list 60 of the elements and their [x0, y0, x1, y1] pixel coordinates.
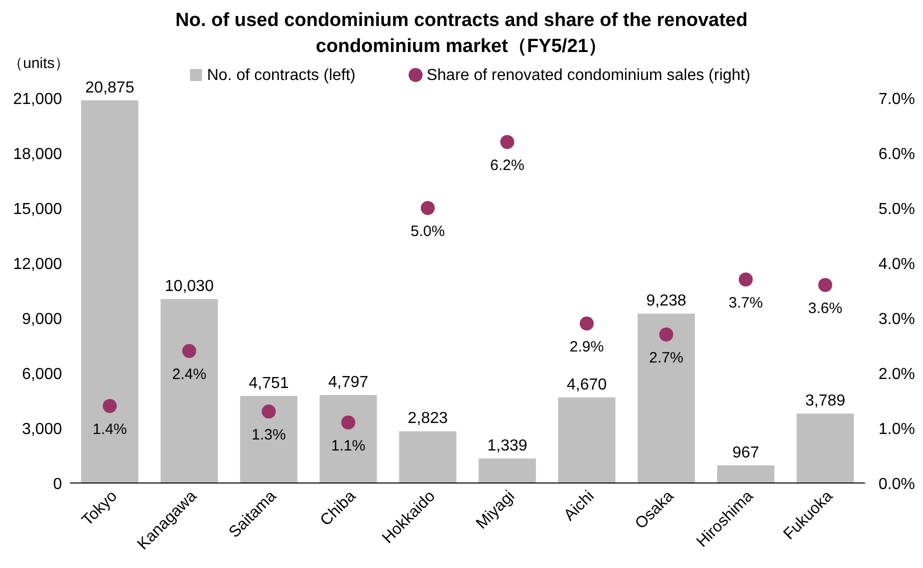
data-label: 5.0%: [410, 223, 445, 240]
y-tick-label: 12,000: [13, 256, 62, 273]
data-label: 3.6%: [808, 300, 842, 317]
y2-tick-label: 4.0%: [878, 256, 915, 273]
data-label: 1.3%: [252, 426, 286, 444]
y2-tick-label: 3.0%: [878, 311, 915, 328]
bar: [399, 431, 456, 483]
bar: [81, 100, 138, 483]
y-tick-label: 18,000: [13, 146, 62, 163]
chart-title: No. of used condominium contracts and share of the renovated condominium market（FY5/21）: [175, 10, 748, 57]
point: [659, 328, 674, 342]
legend-label: No. of contracts (left): [207, 67, 356, 84]
point: [102, 399, 117, 413]
y2-tick-label: 0.0%: [878, 476, 915, 493]
data-label: 4,751: [248, 374, 289, 392]
bar: [558, 397, 616, 483]
y-tick-label: 21,000: [13, 91, 62, 108]
point: [580, 316, 594, 330]
y-tick-label: 6,000: [22, 366, 62, 383]
data-label: 967: [732, 444, 760, 462]
point: [420, 201, 435, 215]
data-label: 1.4%: [92, 421, 127, 438]
point: [262, 404, 276, 418]
y-tick-label: 0: [53, 476, 62, 493]
data-label: 1,339: [487, 437, 528, 454]
bar: [638, 314, 695, 483]
bar: [160, 299, 218, 483]
data-label: 2.4%: [172, 366, 206, 383]
y2-tick-label: 6.0%: [878, 146, 915, 163]
data-label: 3.7%: [728, 294, 763, 312]
bar: [240, 396, 298, 483]
y-tick-label: 15,000: [13, 201, 62, 218]
point: [738, 272, 753, 286]
data-label: 20,875: [85, 79, 134, 96]
data-label: 4,797: [328, 374, 368, 392]
point: [182, 344, 196, 358]
y2-tick-label: 1.0%: [878, 421, 915, 438]
bar: [320, 395, 377, 483]
y-axis-title: （units）: [8, 55, 70, 72]
data-label: 6.2%: [490, 157, 524, 174]
data-label: 2.9%: [570, 338, 604, 356]
y2-tick-label: 7.0%: [878, 91, 915, 108]
point: [818, 278, 832, 292]
legend-label: Share of renovated condominium sales (right): [426, 67, 750, 84]
data-label: 2,823: [408, 410, 448, 428]
data-label: 2.7%: [649, 350, 684, 366]
y-tick-label: 3,000: [22, 421, 62, 438]
y-tick-label: 9,000: [22, 311, 62, 328]
bar: [796, 414, 854, 483]
data-label: 3,789: [805, 392, 846, 410]
point: [341, 416, 356, 430]
data-label: 10,030: [164, 278, 214, 296]
data-label: 9,238: [646, 292, 686, 310]
point: [500, 135, 514, 149]
y2-tick-label: 2.0%: [878, 366, 915, 383]
data-label: 4,670: [566, 376, 607, 394]
data-label: 1.1%: [331, 438, 366, 454]
bar: [717, 465, 774, 483]
y2-tick-label: 5.0%: [878, 201, 915, 218]
bar: [478, 458, 536, 483]
